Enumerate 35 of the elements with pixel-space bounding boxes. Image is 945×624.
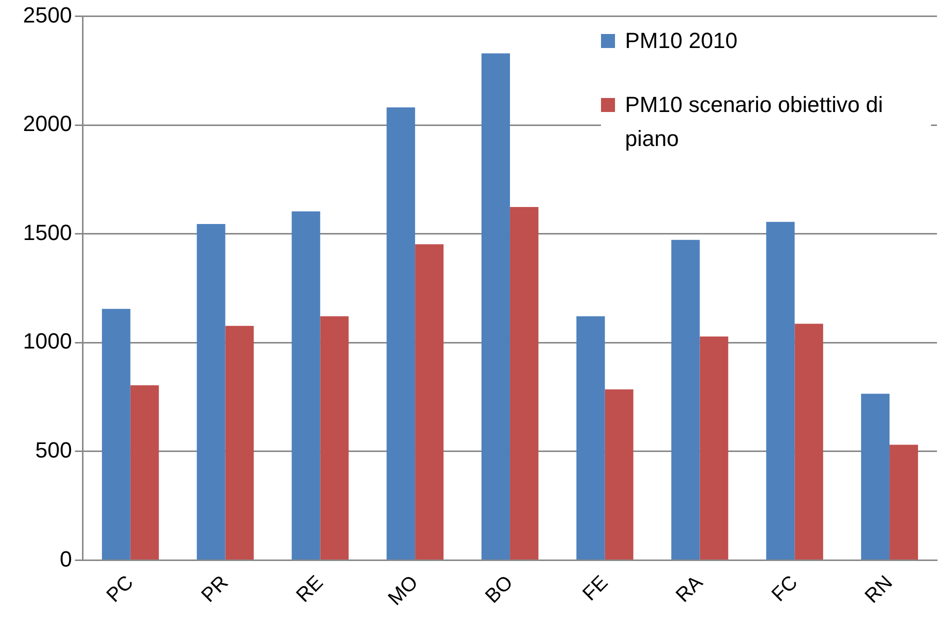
bar bbox=[292, 211, 320, 560]
x-tick-label: FC bbox=[768, 572, 802, 606]
bar bbox=[102, 308, 130, 560]
x-tick-label: RE bbox=[292, 572, 328, 607]
bar bbox=[225, 326, 254, 560]
y-tick-label: 1000 bbox=[22, 328, 72, 354]
x-tick-label: PC bbox=[102, 572, 138, 607]
bar bbox=[196, 224, 226, 560]
bar bbox=[130, 385, 159, 560]
bar bbox=[671, 240, 700, 560]
bar bbox=[766, 222, 795, 560]
bar bbox=[576, 316, 605, 560]
y-tick-label: 0 bbox=[60, 546, 72, 572]
x-tick-label: BO bbox=[481, 572, 518, 608]
bar bbox=[604, 389, 634, 560]
y-tick-label: 2000 bbox=[22, 111, 72, 136]
legend-label: PM10 2010 bbox=[625, 27, 738, 55]
bar bbox=[510, 207, 538, 560]
bar bbox=[482, 53, 510, 560]
legend-label: PM10 scenario obiettivo di piano bbox=[625, 91, 884, 153]
bar bbox=[700, 336, 728, 560]
bar bbox=[794, 324, 824, 560]
bar bbox=[415, 244, 444, 560]
x-tick-label: FE bbox=[578, 572, 612, 606]
bar bbox=[386, 107, 416, 560]
y-tick-label: 2500 bbox=[22, 2, 72, 28]
x-tick-label: RN bbox=[861, 572, 897, 608]
y-tick-label: 1500 bbox=[22, 220, 72, 245]
y-tick-label: 500 bbox=[35, 438, 72, 462]
bar bbox=[861, 394, 890, 560]
bar bbox=[890, 444, 918, 560]
x-tick-label: MO bbox=[384, 572, 423, 610]
x-tick-label: PR bbox=[198, 572, 233, 607]
bar bbox=[320, 316, 349, 560]
x-tick-label: RA bbox=[672, 571, 708, 607]
